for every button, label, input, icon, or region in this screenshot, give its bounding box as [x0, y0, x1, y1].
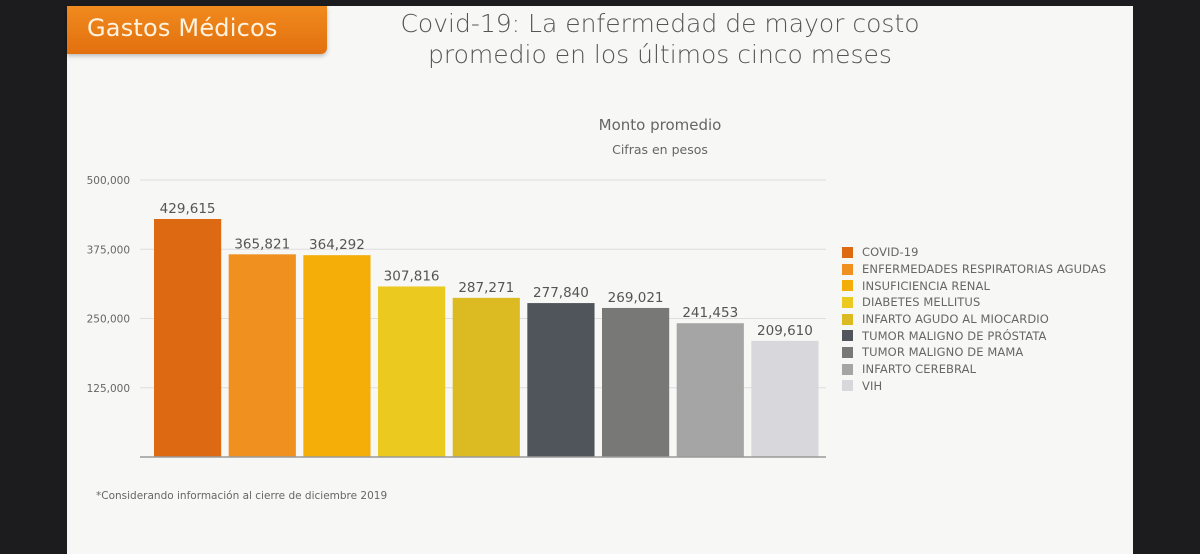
- legend-label: ENFERMEDADES RESPIRATORIAS AGUDAS: [862, 262, 1107, 277]
- data-label: 209,610: [757, 323, 813, 339]
- legend-swatch: [842, 330, 853, 342]
- legend-label: INFARTO AGUDO AL MIOCARDIO: [862, 312, 1049, 327]
- bar: [527, 303, 595, 457]
- legend-swatch: [842, 280, 853, 292]
- bar: [154, 218, 222, 457]
- legend-item: INSUFICIENCIA RENAL: [842, 277, 1106, 294]
- bar: [378, 286, 446, 457]
- bar: [751, 340, 819, 457]
- bar: [303, 255, 371, 457]
- bar: [228, 254, 296, 457]
- legend-label: VIH: [862, 378, 883, 393]
- y-tick-label: 125,000: [87, 383, 130, 395]
- data-label: 241,453: [682, 305, 738, 321]
- data-label: 429,615: [160, 201, 216, 217]
- data-label: 364,292: [309, 237, 365, 253]
- legend-item: ENFERMEDADES RESPIRATORIAS AGUDAS: [842, 261, 1106, 278]
- y-tick-label: 375,000: [87, 244, 130, 256]
- y-tick-label: 250,000: [87, 314, 130, 326]
- legend-label: DIABETES MELLITUS: [862, 295, 981, 310]
- legend-swatch: [842, 296, 853, 308]
- legend-item: DIABETES MELLITUS: [842, 294, 1106, 311]
- legend-item: TUMOR MALIGNO DE PRÓSTATA: [842, 327, 1106, 344]
- legend-swatch: [842, 246, 853, 258]
- legend-item: INFARTO CEREBRAL: [842, 361, 1106, 378]
- legend-swatch: [842, 313, 853, 325]
- bar: [676, 323, 744, 457]
- legend-item: COVID-19: [842, 244, 1106, 261]
- legend-swatch: [842, 380, 853, 392]
- legend-swatch: [842, 363, 853, 375]
- title-line-1: Covid-19: La enfermedad de mayor costo: [400, 9, 920, 38]
- y-tick-label: 500,000: [87, 175, 130, 187]
- legend-label: INFARTO CEREBRAL: [862, 362, 977, 377]
- title-line-2: promedio en los últimos cinco meses: [428, 40, 892, 69]
- data-label: 307,816: [384, 268, 440, 284]
- legend-swatch: [842, 346, 853, 358]
- legend-item: TUMOR MALIGNO DE MAMA: [842, 344, 1106, 361]
- slide-title: Covid-19: La enfermedad de mayor costo p…: [360, 8, 960, 70]
- legend-label: COVID-19: [862, 245, 919, 260]
- data-label: 365,821: [234, 236, 290, 252]
- data-label: 287,271: [458, 280, 514, 296]
- chart-subtitle: Cifras en pesos: [612, 142, 708, 157]
- legend-item: INFARTO AGUDO AL MIOCARDIO: [842, 311, 1106, 328]
- legend-label: TUMOR MALIGNO DE MAMA: [862, 345, 1024, 360]
- bar: [452, 297, 520, 457]
- legend-label: TUMOR MALIGNO DE PRÓSTATA: [862, 328, 1047, 343]
- footnote: *Considerando información al cierre de d…: [96, 490, 388, 502]
- legend-item: VIH: [842, 378, 1106, 395]
- legend-label: INSUFICIENCIA RENAL: [862, 278, 990, 293]
- legend-swatch: [842, 263, 853, 275]
- chart-title: Monto promedio: [598, 116, 722, 134]
- section-tag: Gastos Médicos: [67, 6, 327, 54]
- bar: [602, 307, 670, 457]
- chart-legend: COVID-19 ENFERMEDADES RESPIRATORIAS AGUDA…: [842, 244, 1106, 394]
- data-label: 269,021: [608, 290, 664, 306]
- data-label: 277,840: [533, 285, 589, 301]
